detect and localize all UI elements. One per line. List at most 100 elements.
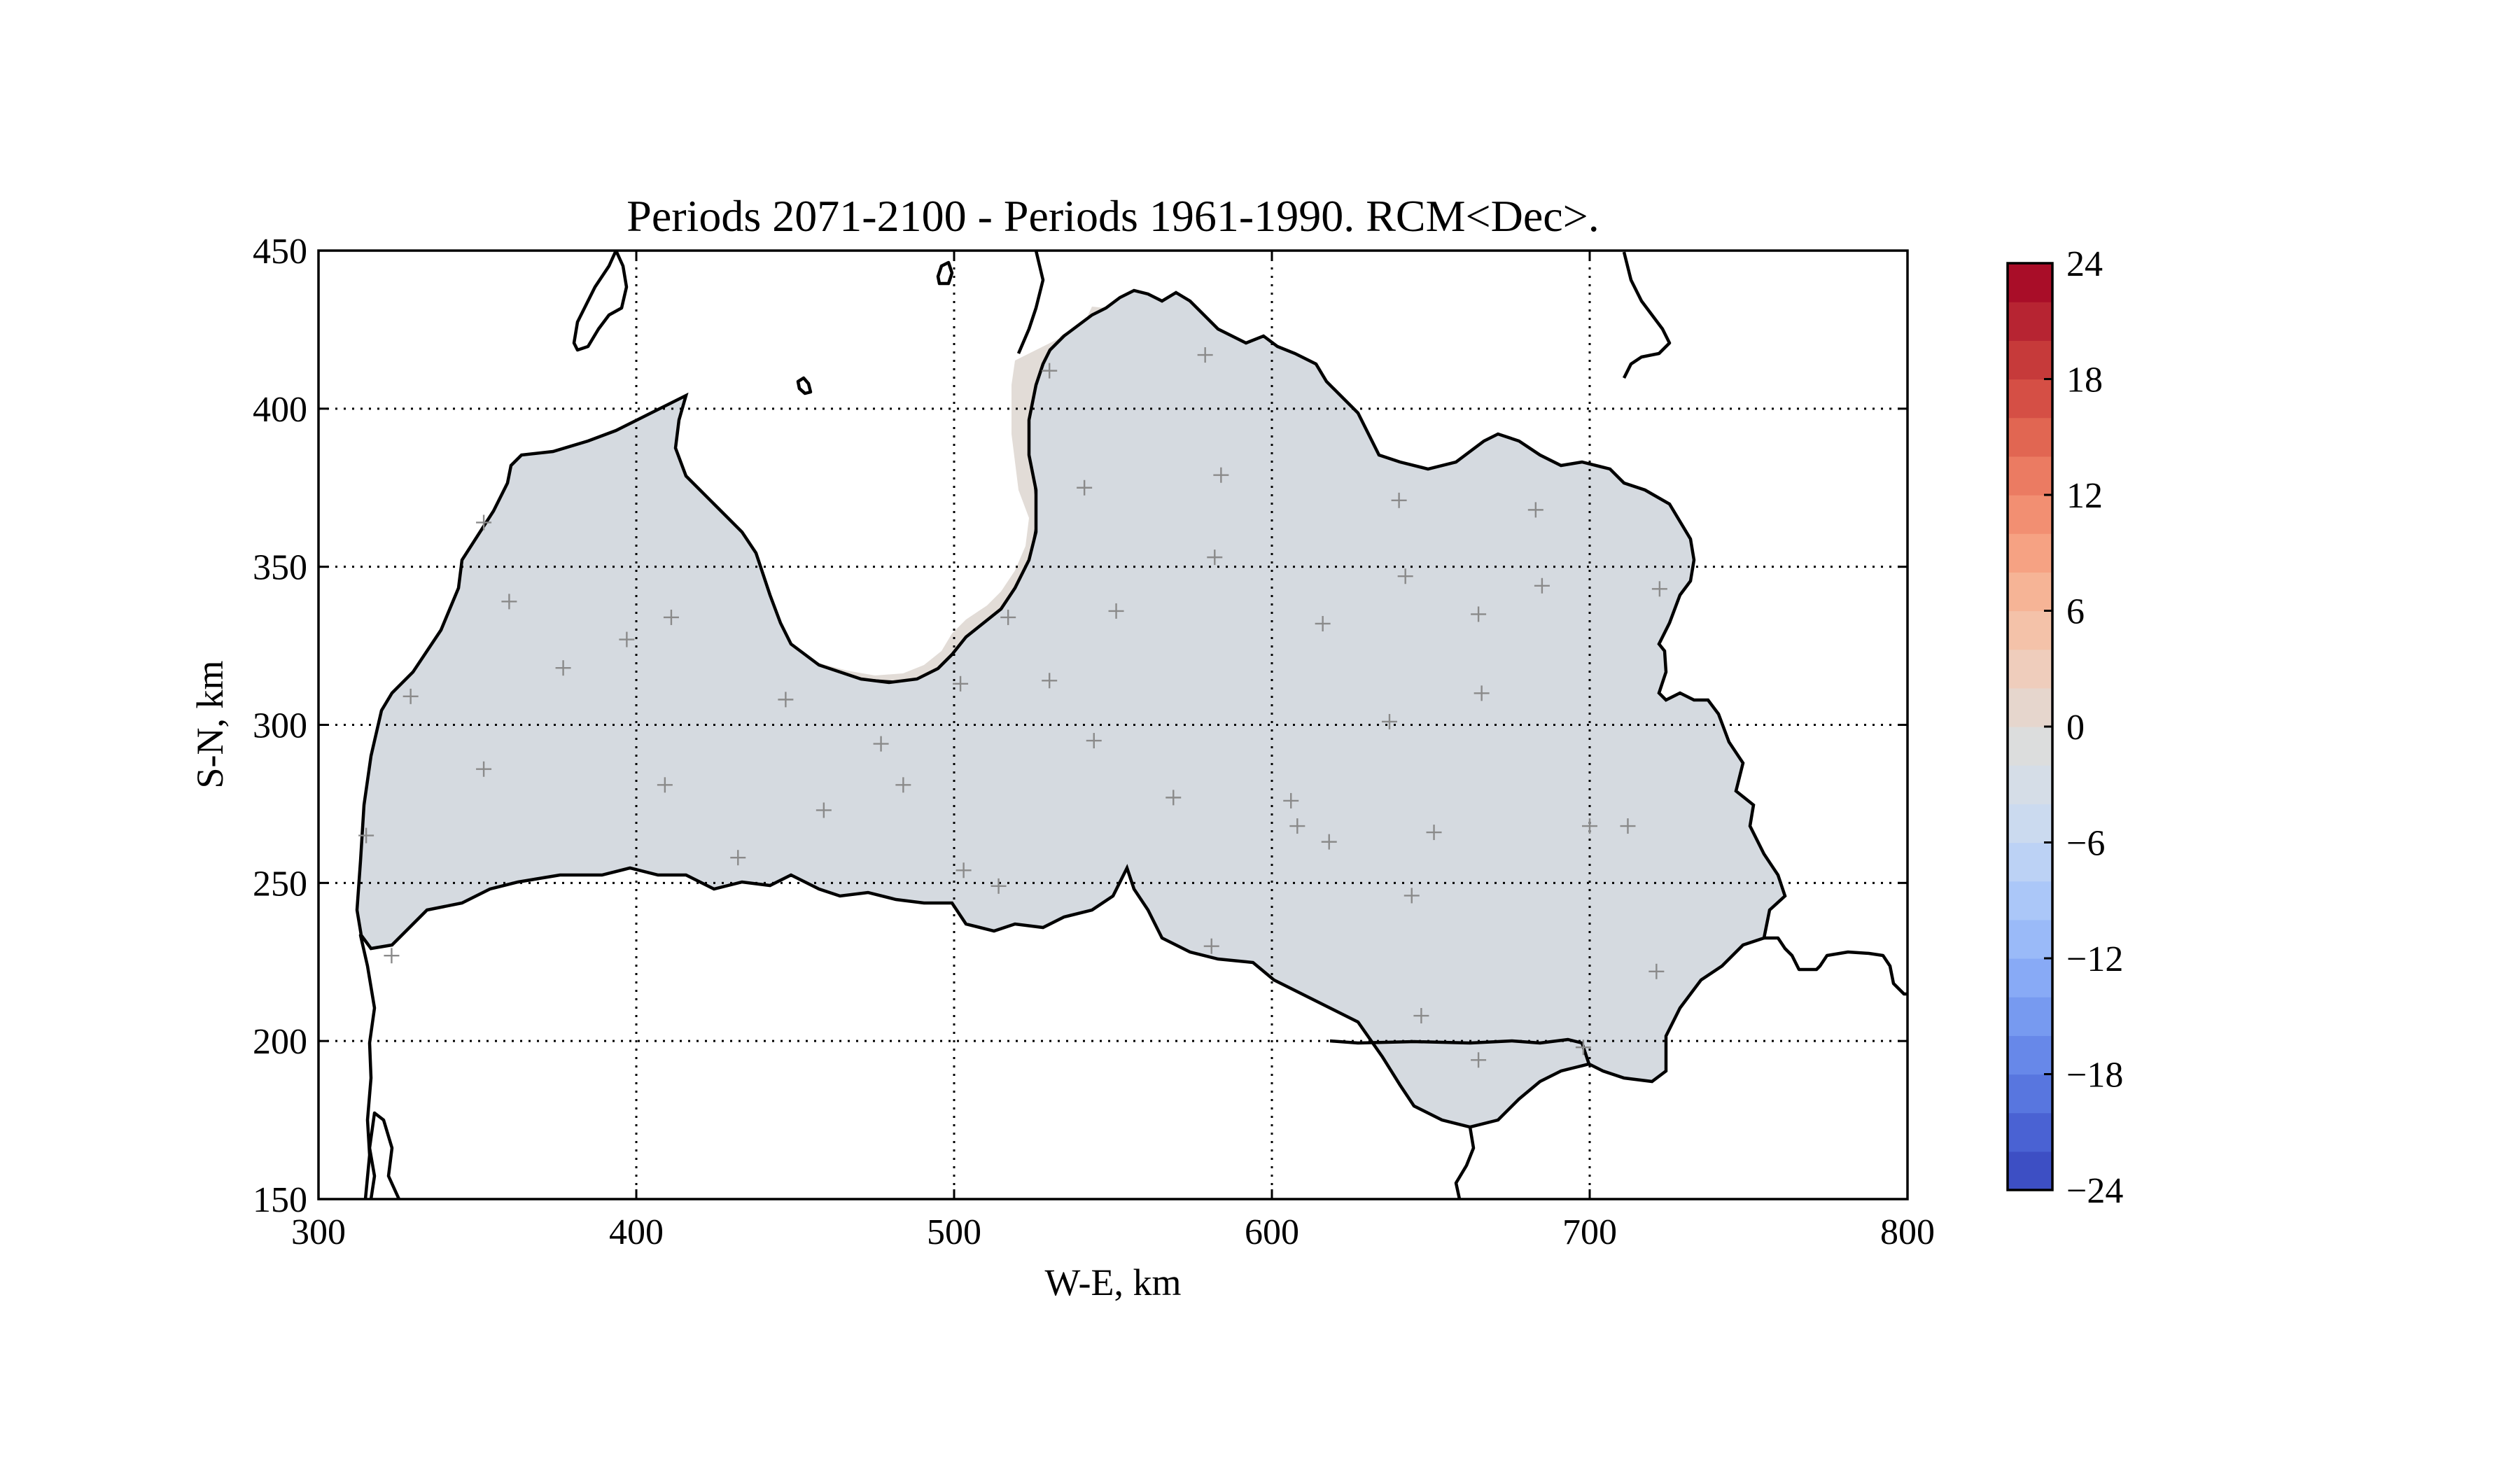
- ruhnu-island: [796, 376, 813, 396]
- station-marker: [1471, 1052, 1487, 1068]
- station-marker: [1042, 673, 1058, 689]
- colorbar-level: [2008, 340, 2052, 380]
- x-tick-labels: 300 400 500 600 700 800: [291, 251, 1935, 1252]
- colorbar-level: [2008, 804, 2052, 844]
- colorbar-tick-label: −18: [2066, 1056, 2123, 1096]
- station-marker: [1404, 888, 1420, 904]
- station-marker: [1651, 581, 1667, 597]
- colorbar-level: [2008, 533, 2052, 573]
- colorbar-level: [2008, 958, 2052, 997]
- y-tick-label: 250: [253, 864, 307, 904]
- station-marker: [1582, 818, 1597, 834]
- station-marker: [1203, 938, 1219, 954]
- station-marker: [953, 676, 969, 692]
- station-marker: [476, 514, 492, 531]
- station-marker: [1527, 502, 1544, 518]
- station-marker: [1413, 1008, 1429, 1024]
- station-marker: [1381, 713, 1397, 729]
- y-tick-label: 200: [253, 1022, 307, 1062]
- colorbar-level: [2008, 842, 2052, 882]
- colorbar-level: [2008, 610, 2052, 650]
- colorbar-level: [2008, 1112, 2052, 1152]
- colorbar-tick-label: 6: [2066, 592, 2085, 632]
- station-marker: [1620, 818, 1636, 834]
- colorbar-level: [2008, 687, 2052, 727]
- curonian-spit: [368, 1111, 401, 1199]
- colorbar-level: [2008, 881, 2052, 920]
- colorbar-tick-label: −24: [2066, 1171, 2123, 1211]
- station-marker: [1397, 568, 1413, 584]
- chart-title: Periods 2071-2100 - Periods 1961-1990. R…: [626, 191, 1599, 241]
- x-tick-label: 600: [1245, 1212, 1299, 1252]
- station-marker: [1108, 603, 1124, 619]
- station-marker: [1426, 825, 1442, 841]
- x-tick-label: 700: [1562, 1212, 1617, 1252]
- station-marker: [1391, 492, 1407, 508]
- station-marker: [358, 827, 374, 844]
- station-marker: [619, 631, 635, 648]
- colorbar-level: [2008, 919, 2052, 959]
- saaremaa-island: [572, 251, 629, 352]
- station-marker: [990, 878, 1007, 894]
- y-tick-labels: 150 200 250 300 350 400 450: [253, 232, 1907, 1220]
- x-tick-label: 800: [1880, 1212, 1935, 1252]
- colorbar-level: [2008, 379, 2052, 419]
- station-marker: [1207, 550, 1223, 566]
- station-marker: [895, 777, 911, 793]
- station-marker: [1289, 818, 1306, 834]
- station-marker: [1283, 792, 1299, 808]
- station-marker: [657, 777, 673, 793]
- station-marker: [384, 948, 400, 964]
- station-marker: [1471, 606, 1487, 622]
- station-marker: [730, 850, 746, 866]
- colorbar-level: [2008, 263, 2052, 302]
- x-tick-label: 400: [609, 1212, 664, 1252]
- station-marker: [1042, 363, 1058, 379]
- north-coast-line: [1016, 251, 1045, 354]
- colorbar-level: [2008, 765, 2052, 804]
- colorbar-tick-label: 12: [2066, 476, 2103, 516]
- station-marker: [1077, 479, 1093, 496]
- station-marker: [501, 594, 517, 610]
- colorbar-level: [2008, 649, 2052, 689]
- colorbar-level: [2008, 727, 2052, 766]
- y-tick-label: 450: [253, 232, 307, 272]
- station-marker: [1648, 963, 1665, 979]
- station-marker: [1315, 615, 1331, 631]
- station-marker: [555, 660, 571, 676]
- colorbar-level: [2008, 1074, 2052, 1114]
- station-markers: [358, 347, 1667, 1068]
- station-marker: [955, 862, 972, 878]
- station-marker: [1321, 834, 1337, 850]
- station-marker: [663, 609, 679, 625]
- station-marker: [476, 761, 492, 777]
- colorbar-tick-label: −6: [2066, 824, 2105, 864]
- colorbar-level: [2008, 997, 2052, 1036]
- y-tick-label: 300: [253, 706, 307, 746]
- y-tick-label: 150: [253, 1180, 307, 1220]
- station-marker: [402, 688, 419, 704]
- colorbar: 24 18 12 6 0 −6 −12 −18 −24: [2006, 244, 2123, 1211]
- y-axis-label: S-N, km: [189, 660, 231, 788]
- colorbar-level: [2008, 572, 2052, 612]
- station-marker: [1197, 347, 1213, 363]
- y-tick-label: 350: [253, 548, 307, 588]
- station-marker: [1166, 790, 1182, 806]
- station-marker: [778, 692, 794, 708]
- station-marker: [1086, 733, 1102, 749]
- station-marker: [1000, 609, 1016, 625]
- station-marker: [1534, 578, 1550, 594]
- grid-lines: [318, 251, 1907, 1199]
- south-branch-border: [1454, 1126, 1476, 1199]
- station-marker: [873, 736, 889, 752]
- southern-border-line: [1764, 936, 1907, 996]
- colorbar-tick-label: −12: [2066, 939, 2123, 979]
- small-island: [936, 260, 954, 286]
- colorbar-level: [2008, 456, 2052, 496]
- colorbar-level: [2008, 1035, 2052, 1075]
- station-marker: [1474, 685, 1490, 701]
- map-area: [357, 251, 1907, 1199]
- y-tick-label: 400: [253, 390, 307, 430]
- colorbar-tick-label: 0: [2066, 708, 2085, 748]
